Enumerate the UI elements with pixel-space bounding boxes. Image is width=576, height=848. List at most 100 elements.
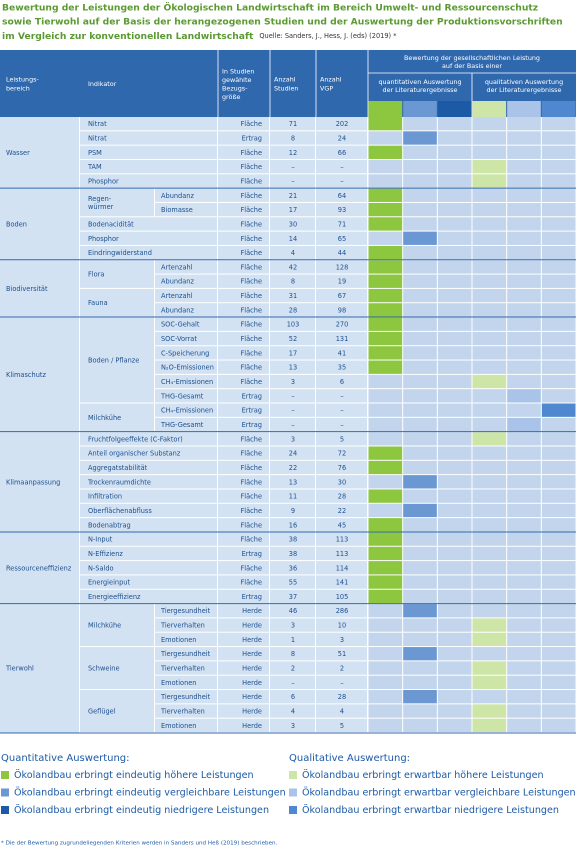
empty-cell xyxy=(368,604,403,618)
unit-cell xyxy=(218,389,269,403)
indicator-label: Flora xyxy=(88,271,104,279)
vgp-cell xyxy=(316,704,367,718)
empty-cell xyxy=(437,131,472,145)
unit-label: Fläche xyxy=(240,435,262,443)
area-label: Tierwohl xyxy=(5,665,34,673)
indicator-label: Bodenacidität xyxy=(88,220,134,228)
vgp-value: 41 xyxy=(338,349,346,357)
empty-cell xyxy=(437,360,472,374)
unit-label: Herde xyxy=(242,693,262,701)
legend-label: Ökolandbau erbringt eindeutig höhere Lei… xyxy=(14,768,254,781)
empty-cell xyxy=(437,532,472,546)
indicator-label: Abundanz xyxy=(161,306,194,314)
studies-value: 8 xyxy=(291,278,295,286)
empty-cell xyxy=(541,546,576,561)
empty-cell xyxy=(507,475,541,489)
vgp-cell xyxy=(316,331,367,346)
indicator-cell xyxy=(155,331,217,346)
vgp-cell xyxy=(316,589,367,604)
empty-cell xyxy=(472,503,507,518)
studies-value: 16 xyxy=(289,521,297,529)
indicator-cell xyxy=(155,690,217,704)
empty-cell xyxy=(472,346,507,360)
indicator-label: SOC-Vorrat xyxy=(161,335,197,343)
empty-cell xyxy=(368,675,403,690)
vgp-cell xyxy=(316,117,367,131)
indicator-label: Nitrat xyxy=(88,120,107,128)
empty-cell xyxy=(507,503,541,518)
unit-cell xyxy=(218,131,269,145)
empty-cell xyxy=(403,303,437,317)
unit-cell xyxy=(218,403,269,417)
studies-value: 24 xyxy=(289,450,297,458)
studies-cell xyxy=(270,446,315,460)
unit-cell xyxy=(218,432,269,446)
unit-label: Fläche xyxy=(240,278,262,286)
indicator-cell xyxy=(155,661,217,675)
indicator-cell xyxy=(80,159,217,174)
empty-cell xyxy=(403,460,437,475)
empty-cell xyxy=(541,188,576,202)
studies-value: 12 xyxy=(289,149,297,157)
empty-cell xyxy=(472,331,507,346)
rating-cell xyxy=(368,575,403,589)
legend-swatch xyxy=(1,806,9,814)
indicator-cell xyxy=(80,532,217,546)
title-line: im Vergleich zur konventionellen Landwir… xyxy=(2,31,254,42)
empty-cell xyxy=(403,718,437,732)
vgp-value: 22 xyxy=(338,507,346,515)
empty-cell xyxy=(437,174,472,188)
unit-label: Herde xyxy=(242,722,262,730)
rating-cell xyxy=(472,432,507,446)
vgp-cell xyxy=(316,188,367,202)
vgp-value: – xyxy=(340,163,343,171)
rating-cell xyxy=(507,417,541,432)
indicator-cell xyxy=(155,317,217,331)
source: Quelle: Sanders, J., Hess, J. (eds) (201… xyxy=(259,32,397,40)
rating-cell xyxy=(472,704,507,718)
vgp-cell xyxy=(316,460,367,475)
studies-cell xyxy=(270,317,315,331)
column-header: Bezugs- xyxy=(222,84,247,92)
empty-cell xyxy=(541,503,576,518)
empty-cell xyxy=(541,532,576,546)
vgp-cell xyxy=(316,532,367,546)
unit-cell xyxy=(218,475,269,489)
area-cell xyxy=(0,317,79,433)
empty-cell xyxy=(403,331,437,346)
indicator-cell xyxy=(80,446,217,460)
studies-cell xyxy=(270,618,315,632)
studies-value: – xyxy=(291,392,294,400)
empty-cell xyxy=(368,432,403,446)
legend-label: Ökolandbau erbringt erwartbar niedrigere… xyxy=(302,803,559,816)
vgp-cell xyxy=(316,374,367,389)
rating-cell xyxy=(368,331,403,346)
indicator-label: Abundanz xyxy=(161,192,194,200)
empty-cell xyxy=(437,718,472,732)
empty-cell xyxy=(507,403,541,417)
indicator-cell xyxy=(80,403,154,432)
empty-cell xyxy=(507,303,541,317)
vgp-cell xyxy=(316,145,367,159)
unit-cell xyxy=(218,518,269,532)
empty-cell xyxy=(403,518,437,532)
area-label: Klimaschutz xyxy=(6,371,46,379)
unit-cell xyxy=(218,346,269,360)
empty-cell xyxy=(541,675,576,690)
legend-swatch xyxy=(1,771,9,779)
empty-cell xyxy=(368,389,403,403)
unit-label: Fläche xyxy=(240,235,262,243)
empty-cell xyxy=(541,389,576,403)
empty-cell xyxy=(472,518,507,532)
vgp-cell xyxy=(316,303,367,317)
empty-cell xyxy=(472,145,507,159)
empty-cell xyxy=(437,589,472,604)
empty-cell xyxy=(437,260,472,274)
vgp-value: 28 xyxy=(338,493,346,501)
rating-cell xyxy=(368,317,403,331)
studies-cell xyxy=(270,475,315,489)
vgp-value: 66 xyxy=(338,149,346,157)
indicator-cell xyxy=(155,274,217,288)
indicator-label: Aggregatstabilität xyxy=(88,464,148,472)
indicator-label: Tiergesundheit xyxy=(160,693,211,701)
